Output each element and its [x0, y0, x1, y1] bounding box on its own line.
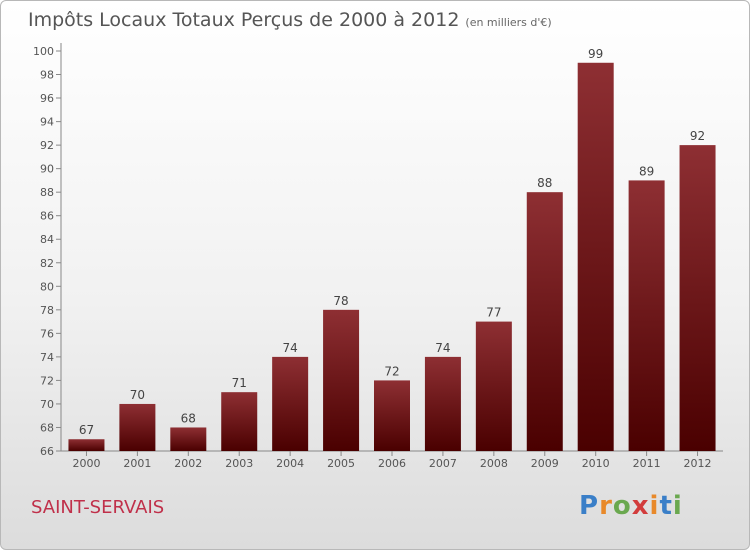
y-tick-label: 82 [40, 257, 54, 270]
logo-letter: i [672, 491, 683, 521]
x-axis: 2000 2001 2002 2003 2004 2005 2006 2007 2008 2009… [61, 450, 723, 470]
bar [272, 356, 309, 451]
y-tick-label: 88 [40, 186, 54, 199]
x-tick-label: 2005 [327, 457, 355, 470]
y-tick-label: 80 [40, 280, 54, 293]
bar [628, 180, 665, 452]
bar [424, 356, 461, 451]
title-subtitle: (en milliers d'€) [465, 16, 552, 29]
y-tick-label: 74 [40, 351, 54, 364]
bar [475, 321, 512, 451]
city-name: SAINT-SERVAIS [31, 497, 165, 518]
bar [323, 309, 360, 451]
data-label: 72 [384, 364, 399, 378]
logo-letter: t [659, 491, 673, 521]
x-tick-label: 2011 [633, 457, 661, 470]
data-label: 71 [232, 376, 247, 390]
data-label: 68 [181, 411, 196, 425]
logo-letter: r [599, 491, 613, 521]
data-label: 77 [486, 306, 501, 320]
x-tick-label: 2006 [378, 457, 406, 470]
x-tick-label: 2001 [123, 457, 151, 470]
bar [577, 62, 614, 451]
y-tick-label: 68 [40, 421, 54, 434]
bar [119, 403, 156, 451]
x-tick-label: 2008 [480, 457, 508, 470]
data-label: 74 [435, 341, 450, 355]
y-axis: 66 68 70 72 74 76 78 80 82 84 86 88 90 92 94 96 98 100 [33, 43, 62, 458]
x-tick-label: 2007 [429, 457, 457, 470]
y-tick-label: 84 [40, 233, 54, 246]
title-text: Impôts Locaux Totaux Perçus de 2000 à 20… [28, 9, 460, 31]
data-label: 78 [333, 294, 348, 308]
data-label: 67 [79, 423, 94, 437]
data-label: 88 [537, 176, 552, 190]
y-tick-label: 72 [40, 374, 54, 387]
data-label: 70 [130, 388, 145, 402]
data-label: 89 [639, 164, 654, 178]
y-tick-label: 70 [40, 398, 54, 411]
y-tick-label: 96 [40, 92, 54, 105]
data-labels: 67 70 68 71 74 78 72 74 77 88 99 89 92 [79, 47, 705, 437]
logo-letter: x [631, 491, 650, 521]
x-tick-label: 2012 [684, 457, 712, 470]
bar [679, 145, 716, 451]
y-tick-label: 100 [33, 45, 54, 58]
x-tick-label: 2004 [276, 457, 304, 470]
x-tick-label: 2010 [582, 457, 610, 470]
proxiti-logo: Proxiti [579, 491, 683, 521]
logo-letter: i [649, 491, 660, 521]
y-tick-label: 92 [40, 139, 54, 152]
logo-letter: P [579, 491, 600, 521]
bar [68, 439, 105, 451]
bar [374, 380, 410, 451]
y-tick-label: 78 [40, 304, 54, 317]
chart-title: Impôts Locaux Totaux Perçus de 2000 à 20… [28, 9, 552, 31]
bars [68, 62, 716, 452]
x-tick-label: 2009 [531, 457, 559, 470]
x-tick-label: 2000 [72, 457, 100, 470]
data-label: 74 [283, 341, 298, 355]
data-label: 92 [690, 129, 705, 143]
bar [221, 392, 258, 451]
y-tick-label: 76 [40, 327, 54, 340]
bar [170, 427, 207, 451]
x-tick-label: 2003 [225, 457, 253, 470]
bar [526, 192, 563, 452]
x-tick-label: 2002 [174, 457, 202, 470]
y-tick-label: 98 [40, 69, 54, 82]
y-tick-label: 66 [40, 445, 54, 458]
y-tick-label: 86 [40, 210, 54, 223]
logo-letter: o [612, 491, 632, 521]
y-tick-label: 90 [40, 163, 54, 176]
y-tick-label: 94 [40, 116, 54, 129]
data-label: 99 [588, 47, 603, 61]
